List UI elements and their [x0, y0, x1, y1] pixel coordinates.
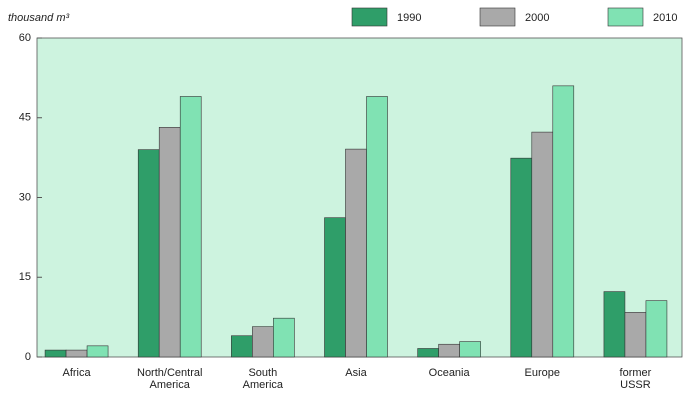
- bar: [603, 291, 626, 358]
- bar: [324, 217, 346, 358]
- bar: [86, 345, 109, 358]
- bar: [158, 127, 181, 358]
- bar: [624, 312, 647, 358]
- x-tick-label: Oceania: [429, 367, 471, 379]
- x-tick-label: North/Central America: [137, 367, 202, 391]
- bar: [417, 348, 439, 358]
- y-tick-label: 15: [19, 271, 31, 283]
- y-axis-label: thousand m³: [8, 12, 69, 24]
- bar: [231, 335, 253, 358]
- bar: [179, 96, 202, 358]
- x-tick-label: Europe: [525, 367, 560, 379]
- legend-swatch: [607, 7, 644, 27]
- bar: [44, 349, 67, 358]
- legend-swatch: [351, 7, 388, 27]
- bar: [273, 317, 295, 358]
- y-tick-label: 0: [25, 351, 31, 363]
- bar: [552, 85, 575, 358]
- x-tick-label: South America: [243, 367, 284, 391]
- bar: [438, 343, 460, 358]
- bar: [65, 349, 88, 358]
- bar: [366, 96, 388, 358]
- y-tick-label: 60: [19, 32, 31, 44]
- bar: [510, 157, 533, 358]
- legend-label: 2000: [525, 12, 549, 24]
- y-tick-label: 45: [19, 112, 31, 124]
- bar: [137, 149, 160, 358]
- x-tick-label: Africa: [63, 367, 92, 379]
- y-tick-label: 30: [19, 191, 31, 203]
- legend-swatch: [479, 7, 516, 27]
- x-tick-label: former USSR: [620, 367, 652, 391]
- bar: [459, 341, 481, 358]
- bar: [531, 131, 554, 358]
- legend-label: 1990: [397, 12, 421, 24]
- legend-label: 2010: [653, 12, 677, 24]
- bar: [645, 300, 668, 358]
- bar: [345, 148, 367, 358]
- bar: [252, 326, 274, 358]
- x-tick-label: Asia: [345, 367, 367, 379]
